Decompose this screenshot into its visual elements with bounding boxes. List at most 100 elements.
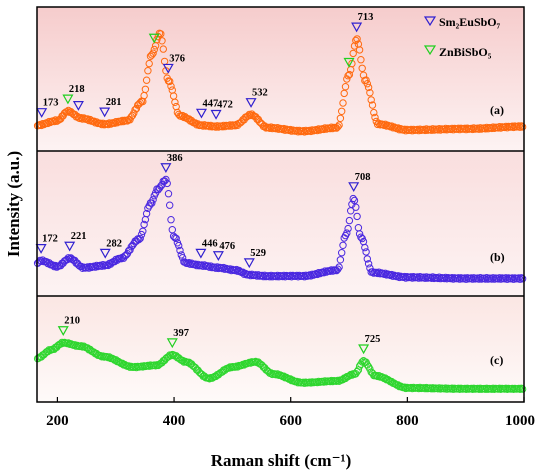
peak-label: 282: [106, 238, 122, 249]
data-point: [187, 116, 196, 125]
data-point: [158, 37, 166, 45]
data-point: [237, 361, 246, 370]
data-point: [142, 209, 151, 218]
peak-marker: [99, 107, 111, 118]
peak-label: 708: [355, 172, 371, 183]
data-point: [167, 82, 175, 90]
data-point: [515, 274, 523, 282]
data-point: [352, 370, 360, 378]
data-point: [144, 67, 152, 75]
data-point: [141, 85, 150, 94]
legend-marker-sm2eusbo7: [423, 16, 437, 27]
data-point: [335, 263, 343, 271]
data-point: [363, 80, 371, 88]
data-point: [39, 120, 47, 128]
peak-marker: [57, 326, 69, 336]
data-point: [166, 77, 174, 86]
data-point: [121, 252, 129, 260]
data-point: [371, 113, 379, 122]
data-point: [518, 275, 527, 283]
x-tick-label: 800: [396, 413, 419, 429]
data-point: [334, 376, 342, 385]
data-point: [336, 256, 345, 264]
data-point: [37, 353, 46, 361]
data-point: [344, 224, 352, 233]
data-point: [367, 96, 375, 104]
data-point: [350, 196, 359, 205]
series-panel-b: [33, 175, 527, 283]
data-point: [150, 45, 159, 54]
panel-label-a: (a): [490, 103, 504, 117]
data-point: [358, 64, 366, 73]
data-point: [149, 49, 157, 57]
x-tick-label: 1000: [505, 413, 535, 429]
data-point: [145, 59, 153, 68]
peak-marker: [62, 94, 74, 105]
series-panel-c: [33, 338, 527, 393]
data-point: [361, 243, 369, 252]
data-point: [357, 56, 365, 64]
peak-marker: [351, 22, 363, 33]
data-point: [136, 234, 144, 243]
x-tick-label: 600: [279, 413, 302, 429]
peak-label: 376: [169, 53, 185, 64]
peak-label: 172: [42, 234, 58, 245]
data-point: [162, 175, 170, 184]
data-point: [518, 385, 527, 393]
data-point: [364, 83, 373, 92]
legend: Sm₂EuSbO₇ ZnBiSbO₅: [423, 15, 501, 59]
data-point: [340, 89, 348, 98]
data-point: [149, 196, 157, 204]
data-point: [255, 118, 264, 126]
data-point: [366, 264, 374, 272]
data-point: [158, 359, 166, 367]
peak-label: 529: [250, 248, 266, 259]
data-point: [368, 101, 377, 109]
data-point: [167, 216, 175, 224]
data-point: [164, 190, 173, 198]
data-point: [166, 201, 174, 209]
data-point: [343, 229, 351, 237]
data-point: [142, 76, 151, 84]
peak-label: 446: [202, 238, 218, 249]
peak-marker: [72, 101, 84, 111]
data-point: [63, 108, 71, 116]
data-point: [363, 255, 371, 263]
data-point: [234, 267, 242, 275]
peak-label: 397: [173, 328, 189, 339]
data-point: [139, 227, 147, 236]
peak-label: 281: [106, 97, 122, 108]
data-point: [335, 121, 343, 129]
peak-marker: [166, 338, 178, 349]
peak-label: 472: [217, 100, 233, 111]
peak-marker: [358, 344, 370, 355]
peak-label: 221: [71, 231, 87, 242]
peak-label: 532: [252, 88, 268, 99]
peak-marker: [243, 258, 255, 269]
data-point: [107, 260, 115, 268]
data-point: [140, 220, 148, 229]
peak-label: 210: [64, 316, 80, 327]
data-point: [77, 342, 85, 350]
peak-marker: [99, 248, 111, 259]
x-axis-ticks: 200 400 600 800 1000: [46, 397, 535, 429]
peak-marker: [348, 182, 360, 193]
data-point: [171, 98, 179, 107]
data-point: [163, 179, 171, 188]
data-point: [51, 116, 60, 124]
data-point: [245, 110, 254, 119]
data-point: [50, 345, 58, 353]
data-point: [159, 45, 168, 53]
peak-label: 447: [203, 98, 219, 109]
x-tick-label: 200: [46, 413, 69, 429]
peak-marker: [245, 98, 257, 108]
x-axis-label: Raman shift (cm⁻¹): [211, 451, 352, 470]
peak-marker: [160, 163, 172, 173]
data-point: [515, 122, 523, 130]
data-point: [195, 368, 204, 376]
peak-label: 173: [43, 98, 59, 109]
data-point: [160, 177, 169, 185]
data-point: [332, 377, 341, 385]
data-point: [516, 123, 524, 131]
data-point: [66, 255, 74, 263]
